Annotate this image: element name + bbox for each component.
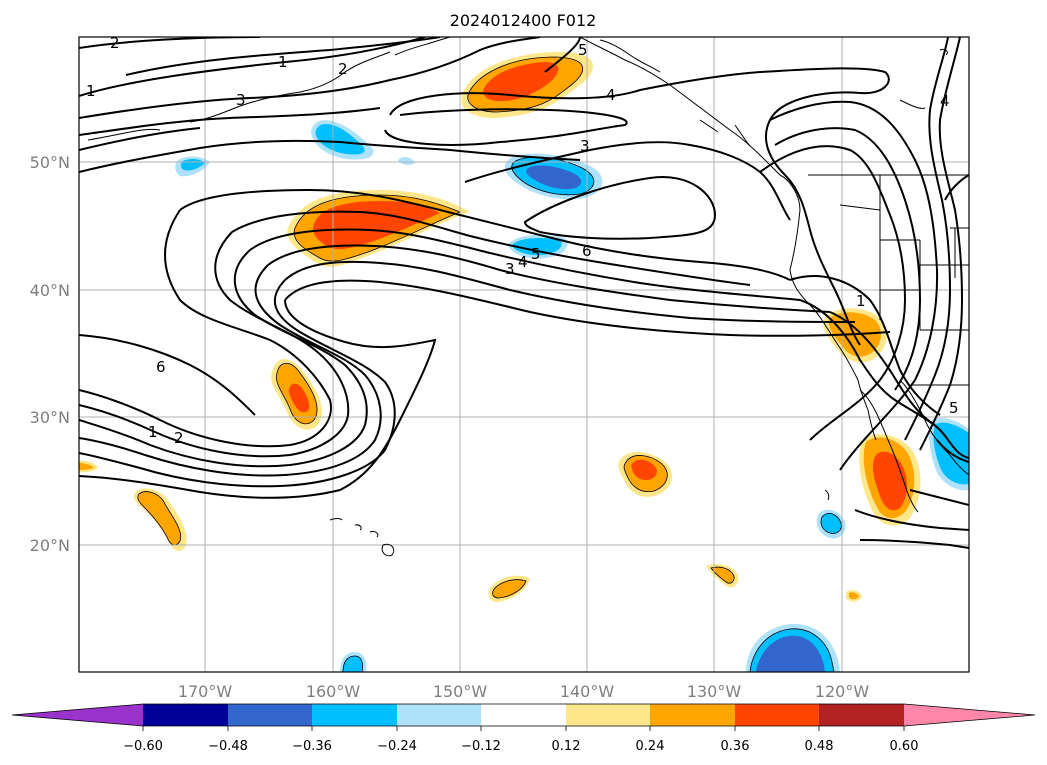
lon-label: 120°W — [815, 682, 870, 701]
colorbar-segment — [312, 704, 397, 726]
lon-label: 140°W — [560, 682, 615, 701]
contour-label: 3 — [505, 260, 515, 278]
colorbar: −0.60 −0.48 −0.36 −0.24 −0.12 0.12 0.24 … — [11, 703, 1036, 754]
lat-label: 20°N — [30, 536, 70, 555]
pos-anomaly-patch — [849, 592, 859, 600]
colorbar-segment — [566, 704, 650, 726]
contour-label: 6 — [582, 242, 592, 260]
colorbar-segment — [397, 704, 481, 726]
colorbar-segment — [650, 704, 735, 726]
lat-label: 50°N — [30, 153, 70, 172]
colorbar-tick-label: 0.12 — [552, 739, 581, 754]
neg-anomaly-patch — [340, 652, 367, 672]
contour-label: 1 — [148, 423, 158, 441]
map-frame — [78, 36, 970, 673]
contour-label: 5 — [949, 399, 959, 417]
contour-label: 4 — [518, 253, 528, 271]
pos-anomaly-patch — [492, 579, 526, 598]
coastlines — [87, 37, 969, 557]
contour-label: 5 — [531, 245, 541, 263]
colorbar-extend-high — [904, 704, 1035, 726]
neg-anomaly-patch — [508, 234, 568, 259]
colorbar-tick-label: 0.24 — [636, 739, 665, 754]
anomaly-shading — [79, 52, 969, 672]
pos-anomaly-patch — [618, 451, 673, 497]
contour-lines — [79, 37, 969, 549]
contour-label: 2 — [174, 429, 184, 447]
colorbar-tick-label: 0.48 — [805, 739, 834, 754]
colorbar-segment — [735, 704, 819, 726]
contour-label: 3 — [236, 91, 246, 109]
contour-label: 3 — [580, 137, 590, 155]
colorbar-segment — [143, 704, 228, 726]
colorbar-tick-label: −0.24 — [377, 739, 417, 754]
colorbar-tick-label: −0.48 — [208, 739, 248, 754]
neg-anomaly-patch — [311, 120, 374, 160]
colorbar-tick-label: −0.12 — [461, 739, 501, 754]
neg-anomaly-patch — [504, 153, 603, 200]
colorbar-tick-label: −0.36 — [292, 739, 332, 754]
map-title: 2024012400 F012 — [450, 11, 597, 30]
colorbar-extend-low — [12, 704, 143, 726]
neg-anomaly-patch — [816, 509, 846, 539]
colorbar-tick-label: −0.60 — [123, 739, 163, 754]
pos-anomaly-patch — [137, 491, 181, 545]
colorbar-segment — [819, 704, 904, 726]
colorbar-ticks — [142, 726, 905, 731]
pos-anomaly-patch — [461, 52, 594, 118]
colorbar-segment — [481, 704, 566, 726]
map-panel: 2 1 2 1 3 5 4 3 6 5 4 3 6 1 2 1 5 4 — [78, 34, 970, 673]
lat-label: 30°N — [30, 408, 70, 427]
contour-label: 4 — [940, 92, 950, 110]
contour-label: 5 — [578, 41, 588, 59]
lat-label: 40°N — [30, 281, 70, 300]
neg-anomaly-patch — [398, 157, 415, 165]
contour-label: 1 — [278, 53, 288, 71]
pos-anomaly-patch — [859, 434, 921, 526]
contour-label: 1 — [856, 292, 866, 310]
contour-label: 2 — [338, 60, 348, 78]
longitude-labels: 170°W 160°W 150°W 140°W 130°W 120°W — [178, 682, 870, 701]
contour-label: 6 — [156, 358, 166, 376]
colorbar-segment — [228, 704, 312, 726]
contour-label: 2 — [110, 34, 120, 52]
pos-anomaly-patch — [79, 463, 94, 470]
pos-anomaly-patch — [711, 567, 735, 584]
map-background — [79, 37, 969, 672]
contour-label: 1 — [86, 82, 96, 100]
contour-label: 4 — [606, 86, 616, 104]
colorbar-tick-label: 0.36 — [721, 739, 750, 754]
colorbar-tick-label: 0.60 — [890, 739, 919, 754]
pos-anomaly-patch — [271, 358, 323, 430]
lat-lon-grid — [79, 37, 969, 672]
lon-label: 160°W — [306, 682, 361, 701]
lon-label: 170°W — [178, 682, 233, 701]
lon-label: 150°W — [433, 682, 488, 701]
lon-label: 130°W — [687, 682, 742, 701]
contour-label-group: 2 1 2 1 3 5 4 3 6 5 4 3 6 1 2 1 5 4 — [86, 34, 959, 447]
latitude-labels: 50°N 40°N 30°N 20°N — [30, 153, 70, 555]
